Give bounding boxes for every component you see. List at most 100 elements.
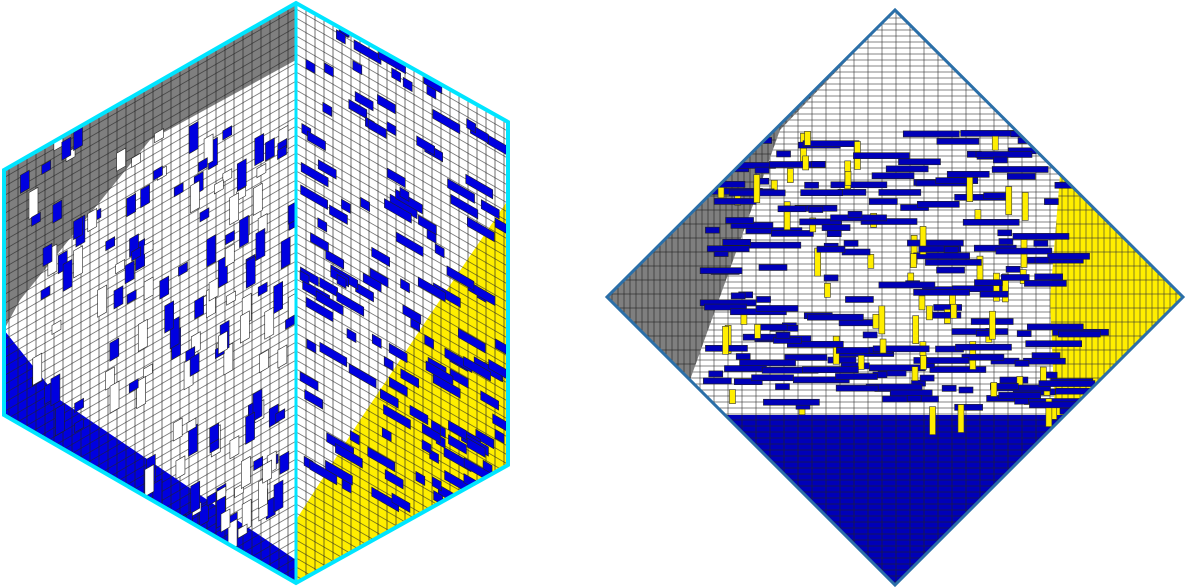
cube-face [262,459,272,484]
cube-face [466,437,486,458]
cube-face [27,467,37,483]
domino [758,264,788,271]
cube-face [153,165,163,181]
cube-face [116,147,126,172]
domino [777,205,807,213]
cube-face [310,232,329,253]
domino [929,366,987,373]
cube-face [61,136,72,161]
domino [1047,252,1090,260]
cube-face [381,426,392,443]
domino [807,313,864,321]
cube-face [254,132,265,167]
cube-face [379,388,399,409]
domino [729,389,736,404]
cube-face [407,26,426,47]
cube-face [259,348,269,374]
domino [787,340,844,348]
hexagon-right-face [296,3,508,583]
domino [974,279,1003,286]
domino [756,296,771,303]
domino [907,239,964,247]
cube-face [335,442,363,469]
cube-face [126,289,137,305]
domino [1006,173,1036,180]
cube-face [178,261,188,277]
cube-face [131,246,141,262]
domino [783,201,791,231]
cube-face [31,211,41,227]
domino [826,230,842,238]
domino [993,272,1000,302]
domino [871,172,915,180]
cube-face [19,501,30,517]
domino [918,245,962,253]
domino [802,155,809,171]
domino [955,343,1012,351]
domino [918,295,926,311]
cube-face [42,242,53,268]
cube-face [306,338,317,354]
cube-face [173,182,184,198]
cube-face [218,330,228,355]
cube-face [299,371,319,392]
cube-face [280,236,291,270]
domino [957,404,965,433]
cube-face [425,36,445,57]
cube-face [353,39,382,66]
cube-face [446,265,475,291]
cube-face [229,435,240,460]
cube-face [415,470,426,487]
cube-face [352,59,363,76]
domino [751,374,794,382]
diamond-border [604,7,1185,588]
cube-face [397,26,426,52]
domino [990,382,998,397]
domino [932,311,962,319]
domino [733,378,763,385]
cube-face [252,182,263,216]
cube-face [126,193,136,218]
domino [730,292,746,300]
cube-face [391,492,411,513]
cube-face [131,152,141,168]
domino [916,201,960,208]
domino [844,171,852,186]
domino [1055,387,1113,395]
cube-face [421,439,432,455]
cube-face [194,295,204,320]
cube-face [40,285,51,301]
cube-face [348,363,377,389]
domino [958,386,974,394]
cube-face [23,460,34,495]
cube-face [389,376,408,398]
cube-face [300,161,329,188]
cube-face [144,463,155,498]
cube-face [362,272,382,293]
cube-face [164,300,174,334]
domino [997,229,1013,237]
cube-face [360,196,370,213]
cube-face [257,281,268,297]
domino [966,173,974,202]
domino [739,359,796,367]
cube-face [402,304,422,325]
domino [912,315,919,344]
domino [975,151,1033,158]
cube-face [224,243,235,268]
domino [950,303,958,319]
cube-face [463,355,491,382]
domino [998,238,1014,245]
cube-face [371,246,390,268]
cube-face [457,327,486,354]
domino [878,281,936,289]
cube-face [349,430,360,446]
domino [824,282,831,298]
domino [857,355,865,370]
cube-face [487,60,498,77]
domino [703,167,711,197]
domino [711,160,727,168]
cube-face [304,389,323,410]
cube-face [190,180,200,214]
